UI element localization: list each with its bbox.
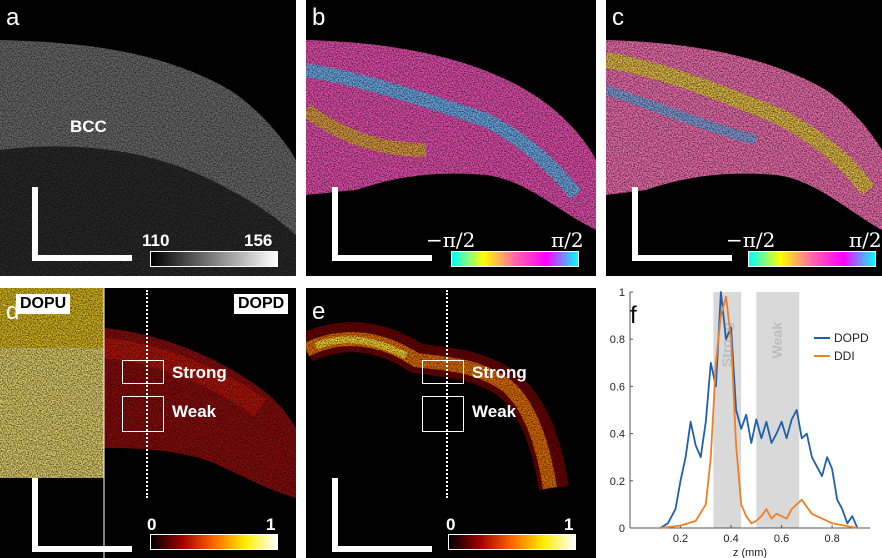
hot-colorbar (448, 534, 576, 550)
panel-a-label: a (6, 4, 20, 31)
depth-profile-line (446, 290, 448, 498)
bcc-label: BCC (70, 117, 107, 136)
colorbar-min-label: −π/2 (426, 228, 476, 252)
scale-bar-horizontal (632, 255, 732, 261)
dopd-tag: DOPD (234, 294, 289, 314)
scale-bar-horizontal (332, 255, 432, 261)
panel-f: Strong Weak 0 0.2 0.4 0.6 0.8 1 0.2 0.4 0.6 0.8 z (m… (596, 282, 882, 558)
colorbar-max-label: 1 (266, 515, 276, 534)
x-tick-label: 0.2 (673, 533, 688, 545)
phase-colorbar (451, 251, 579, 267)
scale-bar-horizontal (32, 546, 132, 552)
legend-label-dopd: DOPD (834, 331, 869, 345)
series-line-dopd (659, 291, 859, 529)
x-tick-label: 0.8 (824, 533, 839, 545)
series-line-ddi (660, 295, 858, 529)
panel-c-image (606, 0, 882, 276)
y-tick-label: 1 (619, 287, 625, 299)
scale-bar-vertical (32, 187, 38, 261)
colorbar-min-label: −π/2 (726, 228, 776, 252)
panel-b: b −π/2 π/2 (306, 0, 596, 276)
roi-weak-label: Weak (472, 402, 517, 421)
panel-d: DOPU DOPD d Strong Weak 0 1 (0, 288, 296, 558)
y-tick-label: 0.4 (610, 429, 625, 441)
panel-f-label: f (630, 302, 637, 329)
panel-b-image (306, 0, 596, 276)
colorbar-max-label: 156 (244, 231, 273, 250)
roi-weak-label: Weak (172, 402, 217, 421)
colorbar-min-label: 110 (142, 231, 170, 250)
panel-a: a BCC 110 156 (0, 0, 296, 276)
panel-e: e Strong Weak 0 1 (306, 288, 596, 558)
roi-strong-box (122, 360, 164, 384)
y-tick-label: 0.6 (610, 381, 625, 393)
grayscale-colorbar (150, 251, 278, 267)
scale-bar-horizontal (332, 546, 432, 552)
scale-bar-vertical (632, 187, 638, 261)
shaded-region-weak (756, 292, 800, 528)
dopu-tag: DOPU (16, 294, 71, 314)
panel-d-label: d (6, 298, 20, 325)
panel-e-image (306, 288, 596, 558)
x-tick-label: 0.6 (774, 533, 789, 545)
panel-b-label: b (312, 4, 326, 31)
roi-weak-box (422, 396, 464, 432)
scale-bar-vertical (332, 187, 338, 261)
y-tick-label: 0.2 (610, 476, 625, 488)
colorbar-max-label: 1 (564, 515, 574, 534)
roi-strong-label: Strong (472, 363, 527, 382)
y-tick-label: 0 (619, 523, 625, 535)
depth-profile-line (146, 290, 148, 498)
y-tick-label: 0.8 (610, 334, 625, 346)
roi-weak-box (122, 396, 164, 432)
panel-e-label: e (312, 298, 326, 325)
panel-d-image (0, 288, 296, 558)
x-axis-title: z (mm) (733, 547, 767, 558)
phase-colorbar (748, 251, 876, 267)
scale-bar-vertical (32, 478, 38, 552)
legend-label-ddi: DDI (834, 349, 855, 363)
shaded-region-label: Weak (769, 322, 785, 359)
scale-bar-horizontal (32, 255, 132, 261)
x-tick-label: 0.4 (723, 533, 738, 545)
colorbar-min-label: 0 (147, 515, 157, 534)
scale-bar-vertical (332, 478, 338, 552)
colorbar-max-label: π/2 (551, 228, 584, 252)
panel-a-image (0, 0, 296, 276)
colorbar-max-label: π/2 (849, 228, 882, 252)
roi-strong-box (422, 360, 464, 384)
hot-colorbar (150, 534, 278, 550)
panel-c-label: c (612, 4, 624, 31)
colorbar-min-label: 0 (446, 515, 456, 534)
panel-c: c −π/2 π/2 (606, 0, 882, 276)
roi-strong-label: Strong (172, 363, 227, 382)
